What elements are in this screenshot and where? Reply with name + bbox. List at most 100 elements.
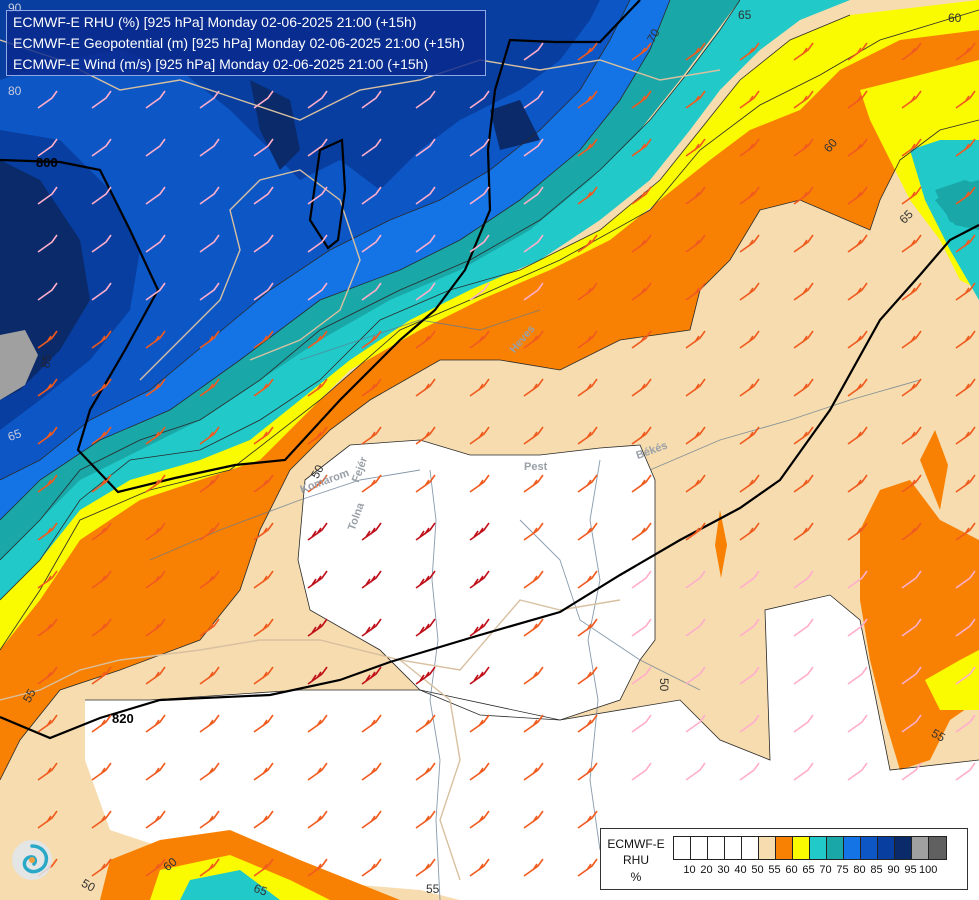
wind-barb	[145, 282, 166, 301]
wind-barb	[847, 474, 868, 493]
wind-barb	[901, 282, 922, 301]
rhu-contour-label: 70	[644, 26, 663, 45]
rhu-contour-label: 55	[426, 882, 440, 896]
wind-barb	[469, 618, 490, 637]
wind-barb	[469, 714, 490, 733]
wind-barb	[739, 426, 760, 445]
wind-barb	[253, 138, 274, 157]
title-geopotential: ECMWF-E Geopotential (m) [925 hPa] Monda…	[13, 35, 465, 51]
wind-barb	[793, 186, 814, 205]
wind-barb	[199, 426, 220, 445]
wind-barb	[199, 762, 220, 781]
legend-swatch	[878, 837, 895, 859]
wind-barb	[199, 522, 220, 541]
wind-barb	[793, 762, 814, 781]
legend-tick-label: 100	[919, 864, 938, 876]
wind-barb	[523, 234, 544, 253]
wind-barb	[199, 810, 220, 829]
wind-barb	[631, 762, 652, 781]
wind-barb	[847, 42, 868, 61]
wind-barb	[685, 378, 706, 397]
geopotential-800-loop	[308, 138, 347, 250]
rhu-band-65-70	[0, 0, 850, 600]
wind-barb	[793, 330, 814, 349]
wind-barb	[685, 618, 706, 637]
wind-barb	[37, 138, 58, 157]
wind-barb	[253, 858, 274, 877]
wind-barb	[631, 282, 652, 301]
wind-barb	[91, 570, 112, 589]
wind-barb	[415, 186, 436, 205]
geopotential-800-line	[0, 0, 641, 494]
wind-barb	[253, 282, 274, 301]
rhu-band-65-70-east	[910, 140, 979, 300]
wind-barb	[523, 90, 544, 109]
wind-barb	[361, 426, 382, 445]
wind-barb	[37, 522, 58, 541]
wind-barb	[793, 474, 814, 493]
wind-barb	[199, 330, 220, 349]
legend-title-variable: RHU	[623, 853, 649, 867]
wind-barb	[361, 186, 382, 205]
wind-barb	[793, 42, 814, 61]
wind-barb	[523, 42, 544, 61]
wind-barb	[37, 570, 58, 589]
rhu-band-55-60-sliver	[920, 430, 948, 510]
legend-tick-labels: 10 20 30 40 50 55 60 65 70 75 80 85 90 95 100	[673, 864, 938, 876]
wind-barb	[199, 666, 220, 685]
wind-barb	[685, 282, 706, 301]
wind-barb	[469, 330, 490, 349]
legend-swatch	[793, 837, 810, 859]
wind-barb	[145, 138, 166, 157]
wind-barb	[415, 810, 436, 829]
wind-barb	[793, 618, 814, 637]
wind-barb	[577, 90, 598, 109]
wind-barb	[685, 666, 706, 685]
wind-barb	[253, 666, 274, 685]
wind-barb	[739, 618, 760, 637]
wind-barb	[685, 762, 706, 781]
wind-barb	[631, 186, 652, 205]
swirl-logo-icon	[10, 838, 54, 882]
wind-barb	[847, 186, 868, 205]
wind-barb	[361, 378, 382, 397]
wind-barb	[523, 378, 544, 397]
rhu-contour-label: 55	[20, 686, 39, 705]
wind-barb	[631, 138, 652, 157]
wind-barb	[955, 42, 976, 61]
wind-barb	[901, 522, 922, 541]
wind-barb	[415, 618, 436, 637]
wind-barb	[955, 474, 976, 493]
geopotential-contours	[0, 0, 979, 740]
wind-barb	[37, 330, 58, 349]
rhu-band-90-95-ne	[490, 100, 540, 150]
wind-barb	[955, 426, 976, 445]
legend-swatch	[912, 837, 929, 859]
wind-barb	[307, 810, 328, 829]
rhu-contour-label: 85	[38, 353, 54, 369]
wind-barb	[469, 762, 490, 781]
wind-barb	[91, 186, 112, 205]
wind-barbs	[37, 42, 976, 877]
wind-barb	[847, 426, 868, 445]
wind-barb	[307, 138, 328, 157]
rhu-band-80-85	[0, 0, 630, 480]
wind-barb	[145, 714, 166, 733]
wind-barb	[37, 426, 58, 445]
legend-title-model: ECMWF-E	[607, 837, 665, 851]
wind-barb	[739, 90, 760, 109]
rhu-contour-label: 80	[8, 84, 22, 98]
legend-tick-label: 30	[717, 864, 730, 876]
wind-barb	[415, 138, 436, 157]
wind-barb	[847, 762, 868, 781]
wind-barb	[37, 714, 58, 733]
rhu-legend: ECMWF-E RHU % 10 20 30 40 50 55 60 65 70 75 80 85 90…	[600, 828, 968, 890]
wind-barb	[307, 282, 328, 301]
wind-barb	[469, 858, 490, 877]
wind-barb	[739, 138, 760, 157]
wind-barb	[145, 522, 166, 541]
wind-barb	[469, 474, 490, 493]
rhu-band-75-80	[0, 0, 670, 520]
wind-barb	[37, 378, 58, 397]
wind-barb	[91, 90, 112, 109]
